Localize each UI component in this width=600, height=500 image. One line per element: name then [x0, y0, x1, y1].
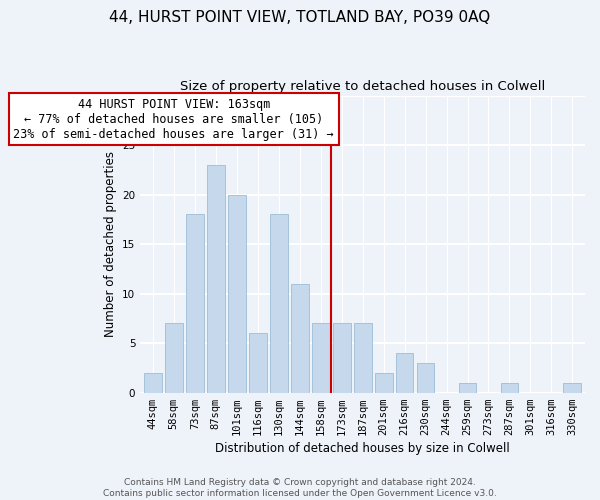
Bar — [374, 373, 392, 392]
Bar — [563, 383, 581, 392]
Bar — [312, 324, 329, 392]
Bar — [333, 324, 350, 392]
Bar — [207, 165, 224, 392]
Bar — [144, 373, 162, 392]
Bar — [500, 383, 518, 392]
X-axis label: Distribution of detached houses by size in Colwell: Distribution of detached houses by size … — [215, 442, 510, 455]
Bar — [353, 324, 371, 392]
Title: Size of property relative to detached houses in Colwell: Size of property relative to detached ho… — [180, 80, 545, 93]
Bar — [395, 353, 413, 393]
Bar — [228, 194, 245, 392]
Bar — [186, 214, 203, 392]
Bar — [165, 324, 183, 392]
Text: Contains HM Land Registry data © Crown copyright and database right 2024.
Contai: Contains HM Land Registry data © Crown c… — [103, 478, 497, 498]
Text: 44 HURST POINT VIEW: 163sqm
← 77% of detached houses are smaller (105)
23% of se: 44 HURST POINT VIEW: 163sqm ← 77% of det… — [13, 98, 334, 140]
Text: 44, HURST POINT VIEW, TOTLAND BAY, PO39 0AQ: 44, HURST POINT VIEW, TOTLAND BAY, PO39 … — [109, 10, 491, 25]
Bar — [291, 284, 308, 393]
Bar — [416, 363, 434, 392]
Bar — [270, 214, 287, 392]
Bar — [249, 334, 266, 392]
Y-axis label: Number of detached properties: Number of detached properties — [104, 151, 116, 337]
Bar — [458, 383, 476, 392]
